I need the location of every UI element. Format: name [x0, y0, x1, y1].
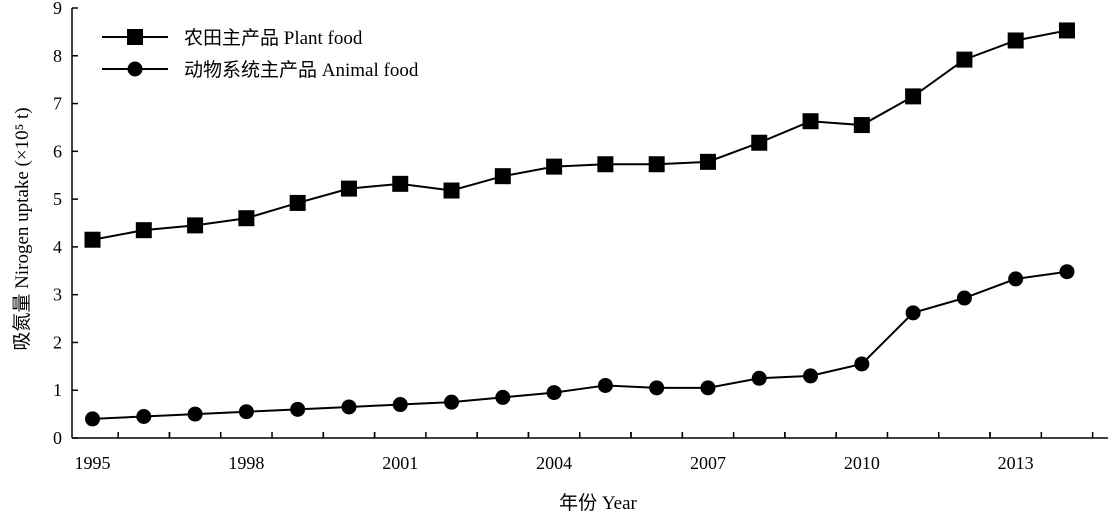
y-tick-label: 6 [53, 141, 62, 161]
y-tick-label: 2 [53, 332, 62, 352]
legend-item: 农田主产品 Plant food [102, 27, 363, 49]
square-marker [443, 182, 460, 199]
square-marker [597, 156, 614, 173]
square-marker [340, 180, 357, 197]
circle-marker [187, 406, 203, 422]
y-tick-label: 1 [53, 380, 62, 400]
circle-marker [597, 377, 613, 393]
x-axis-title: 年份 Year [559, 492, 637, 514]
series-square [84, 22, 1075, 248]
circle-marker [136, 409, 152, 424]
y-axis-title: 吸氮量 Nirogen uptake (×10⁵ t) [11, 107, 33, 350]
x-tick-label: 2004 [536, 453, 572, 473]
y-tick-label: 5 [53, 189, 62, 209]
circle-marker [392, 397, 408, 413]
square-marker [802, 113, 819, 130]
legend-label: 农田主产品 Plant food [184, 27, 363, 49]
circle-marker [495, 389, 511, 405]
circle-marker [127, 61, 143, 77]
circle-marker [700, 380, 716, 396]
x-tick-label: 2007 [690, 453, 726, 473]
circle-marker [956, 290, 972, 306]
y-tick-label: 8 [53, 46, 62, 66]
legend-label: 动物系统主产品 Animal food [184, 59, 419, 81]
legend: 农田主产品 Plant food 动物系统主产品 Animal food [102, 27, 419, 81]
circle-marker [854, 356, 870, 372]
square-marker [127, 29, 143, 45]
square-marker [187, 217, 204, 234]
square-marker [956, 51, 973, 68]
x-tick-label: 2010 [844, 453, 880, 473]
circle-marker [905, 305, 921, 321]
x-tick-label: 2013 [998, 453, 1034, 473]
circle-marker [1059, 264, 1075, 280]
square-marker [648, 156, 665, 173]
square-marker [135, 222, 152, 239]
square-marker [238, 210, 255, 227]
square-marker [905, 88, 922, 105]
legend-item: 动物系统主产品 Animal food [102, 59, 419, 81]
y-tick-label: 7 [53, 94, 62, 114]
x-tick-label: 2001 [382, 453, 418, 473]
square-marker [289, 194, 306, 211]
y-tick-label: 4 [53, 237, 62, 257]
series-circle [85, 264, 1075, 427]
y-tick-label: 3 [53, 285, 62, 305]
y-tick-label: 0 [53, 428, 62, 448]
square-marker [1007, 32, 1024, 49]
circle-marker [751, 370, 767, 386]
square-marker [751, 134, 768, 151]
square-marker [392, 175, 409, 192]
y-tick-label: 9 [53, 0, 62, 18]
square-marker [84, 231, 101, 248]
circle-marker [238, 404, 254, 420]
series-line [92, 29, 1068, 241]
circle-marker [341, 399, 357, 415]
circle-marker [85, 411, 101, 427]
series-layer [84, 22, 1075, 427]
series-line [92, 270, 1068, 420]
circle-marker [290, 401, 306, 417]
square-marker [699, 153, 716, 170]
circle-marker [1008, 271, 1024, 287]
square-marker [853, 117, 870, 134]
circle-marker [803, 368, 819, 384]
square-marker [1058, 22, 1075, 39]
x-tick-label: 1995 [75, 453, 111, 473]
axes: 0 1 2 3 4 5 6 7 8 9 1995 1998 2001 2004 2007 2010 2013 [53, 0, 1108, 473]
x-tick-label: 1998 [228, 453, 264, 473]
circle-marker [649, 380, 665, 396]
square-marker [494, 168, 511, 185]
square-marker [546, 158, 563, 175]
circle-marker [444, 394, 460, 410]
circle-marker [546, 385, 562, 401]
